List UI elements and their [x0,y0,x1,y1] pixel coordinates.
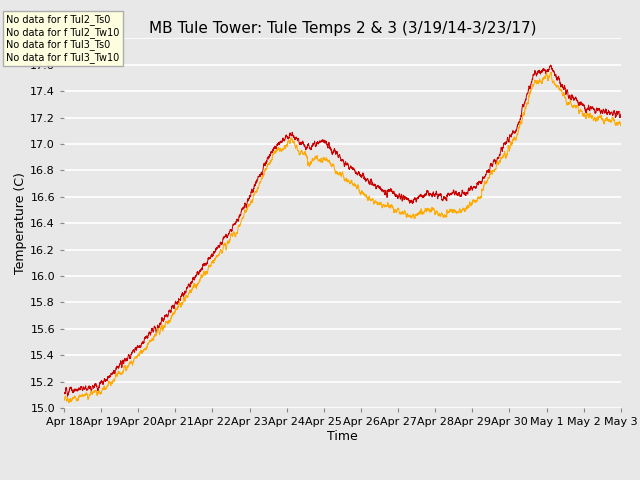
Tul2_Ts-8 [364,176,371,182]
Tul2_Ts-8 [617,111,625,117]
Y-axis label: Temperature (C): Temperature (C) [14,172,28,274]
Line: Tul3_Ts-8: Tul3_Ts-8 [64,72,621,402]
Tul3_Ts-8 [495,159,503,165]
Text: No data for f Tul2_Ts0
No data for f Tul2_Tw10
No data for f Tul3_Ts0
No data fo: No data for f Tul2_Ts0 No data for f Tul… [6,14,120,63]
Tul3_Ts-8 [176,299,184,305]
Tul2_Ts-8 [176,297,184,303]
Tul3_Ts-8 [364,194,371,200]
Title: MB Tule Tower: Tule Temps 2 & 3 (3/19/14-3/23/17): MB Tule Tower: Tule Temps 2 & 3 (3/19/14… [148,21,536,36]
Tul3_Ts-8 [617,122,625,128]
Tul2_Ts-8 [495,153,503,158]
Tul2_Ts-8 [547,62,554,68]
Tul3_Ts-8 [60,397,68,403]
Tul2_Ts-8 [60,390,68,396]
Tul2_Ts-8 [393,193,401,199]
Tul3_Ts-8 [393,208,401,214]
X-axis label: Time: Time [327,430,358,443]
Tul2_Ts-8 [63,393,71,399]
Tul3_Ts-8 [537,79,545,84]
Tul3_Ts-8 [547,70,555,75]
Tul3_Ts-8 [65,399,72,405]
Tul2_Ts-8 [523,93,531,98]
Tul3_Ts-8 [523,102,531,108]
Tul2_Ts-8 [537,69,545,75]
Line: Tul2_Ts-8: Tul2_Ts-8 [64,65,621,396]
